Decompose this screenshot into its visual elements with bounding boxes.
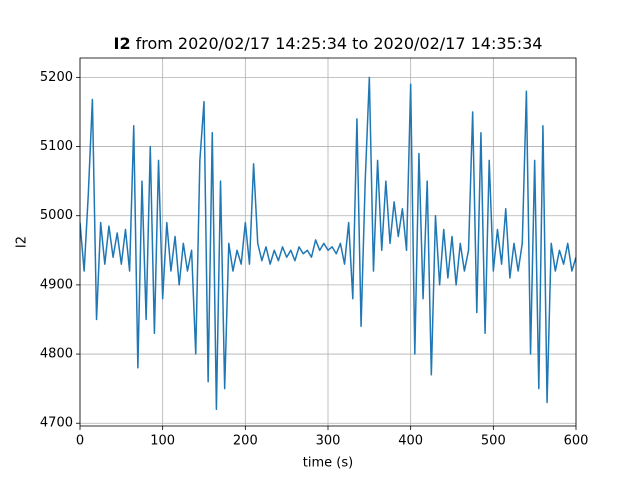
x-tick-label: 600 xyxy=(564,434,589,449)
x-tick-label: 300 xyxy=(316,434,341,449)
x-tick-label: 0 xyxy=(76,434,84,449)
y-tick-label: 4900 xyxy=(40,277,73,292)
y-tick-label: 4700 xyxy=(40,416,73,431)
chart-title: I2 from 2020/02/17 14:25:34 to 2020/02/17… xyxy=(114,34,543,53)
x-tick-label: 500 xyxy=(481,434,506,449)
y-axis-label: I2 xyxy=(15,236,30,248)
plot-frame xyxy=(79,57,577,427)
y-tick-label: 5100 xyxy=(40,139,73,154)
x-tick-label: 400 xyxy=(398,434,423,449)
title-text: from 2020/02/17 14:25:34 to 2020/02/17 1… xyxy=(136,34,543,53)
x-axis-label: time (s) xyxy=(303,456,353,471)
data-line xyxy=(80,76,576,411)
y-tick-label: 4800 xyxy=(40,347,73,362)
x-tick-label: 200 xyxy=(233,434,258,449)
y-tick-label: 5200 xyxy=(40,70,73,85)
x-tick-label: 100 xyxy=(150,434,175,449)
y-tick-label: 5000 xyxy=(40,208,73,223)
title-variable: I2 xyxy=(114,34,131,53)
